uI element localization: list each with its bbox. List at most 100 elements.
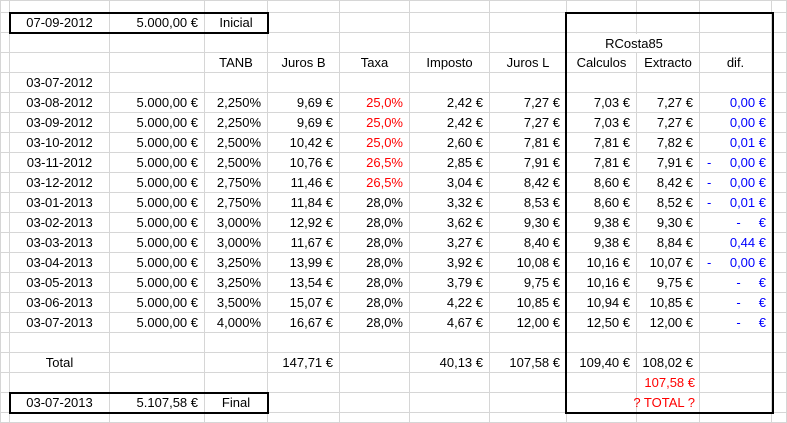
cell-r4c4[interactable]	[268, 73, 340, 93]
cell-r2c6[interactable]	[410, 33, 490, 53]
cell-r3c0[interactable]	[0, 53, 10, 73]
jurosb-cell-4[interactable]: 11,46 €	[268, 173, 340, 193]
final-date-cell[interactable]: 03-07-2013	[10, 393, 110, 413]
extracto-cell-6[interactable]: 9,30 €	[637, 213, 700, 233]
col-header-jurosl[interactable]: Juros L	[490, 53, 567, 73]
date-cell-8[interactable]: 03-04-2013	[10, 253, 110, 273]
cell-r1c7[interactable]	[490, 13, 567, 33]
cell-r18c3[interactable]	[205, 353, 268, 373]
calculos-cell-6[interactable]: 9,38 €	[567, 213, 637, 233]
jurosb-cell-8[interactable]: 13,99 €	[268, 253, 340, 273]
date-cell-1[interactable]: 03-09-2012	[10, 113, 110, 133]
cell-r19c11[interactable]	[772, 373, 787, 393]
tanb-cell-3[interactable]: 2,500%	[205, 153, 268, 173]
cell-r2c0[interactable]	[0, 33, 10, 53]
cell-r11c0[interactable]	[0, 213, 10, 233]
cell-r4c0[interactable]	[0, 73, 10, 93]
cell-r2c5[interactable]	[340, 33, 410, 53]
jurosb-cell-5[interactable]: 11,84 €	[268, 193, 340, 213]
extracto-check-cell[interactable]: 107,58 €	[637, 373, 700, 393]
tanb-cell-4[interactable]: 2,750%	[205, 173, 268, 193]
cell-r20c7[interactable]	[490, 393, 567, 413]
cell-r20c8[interactable]	[567, 393, 637, 413]
cell-r1c8[interactable]	[567, 13, 637, 33]
cell-r21c3[interactable]	[205, 413, 268, 423]
taxa-cell-9[interactable]: 28,0%	[340, 273, 410, 293]
date-cell-4[interactable]: 03-12-2012	[10, 173, 110, 193]
cell-r21c11[interactable]	[772, 413, 787, 423]
tanb-cell-1[interactable]: 2,250%	[205, 113, 268, 133]
cell-r4c3[interactable]	[205, 73, 268, 93]
cell-r2c2[interactable]	[110, 33, 205, 53]
calculos-cell-5[interactable]: 8,60 €	[567, 193, 637, 213]
tanb-cell-9[interactable]: 3,250%	[205, 273, 268, 293]
cell-r17c1[interactable]	[10, 333, 110, 353]
taxa-cell-2[interactable]: 25,0%	[340, 133, 410, 153]
cell-r17c4[interactable]	[268, 333, 340, 353]
jurosb-cell-11[interactable]: 16,67 €	[268, 313, 340, 333]
dif-cell-0[interactable]: 0,00 €	[700, 93, 772, 113]
cell-r1c11[interactable]	[772, 13, 787, 33]
cell-r21c10[interactable]	[700, 413, 772, 423]
cell-r0c4[interactable]	[268, 0, 340, 13]
final-amount-cell[interactable]: 5.107,58 €	[110, 393, 205, 413]
imposto-cell-4[interactable]: 3,04 €	[410, 173, 490, 193]
cell-r4c8[interactable]	[567, 73, 637, 93]
col-header-calculos[interactable]: Calculos	[567, 53, 637, 73]
cell-r0c11[interactable]	[772, 0, 787, 13]
imposto-cell-7[interactable]: 3,27 €	[410, 233, 490, 253]
cell-r7c11[interactable]	[772, 133, 787, 153]
jurosb-cell-1[interactable]: 9,69 €	[268, 113, 340, 133]
cell-r4c5[interactable]	[340, 73, 410, 93]
amount-cell-9[interactable]: 5.000,00 €	[110, 273, 205, 293]
col-header-imposto[interactable]: Imposto	[410, 53, 490, 73]
tanb-cell-7[interactable]: 3,000%	[205, 233, 268, 253]
tanb-cell-11[interactable]: 4,000%	[205, 313, 268, 333]
date-cell-9[interactable]: 03-05-2013	[10, 273, 110, 293]
col-header-dif[interactable]: dif.	[700, 53, 772, 73]
calculos-cell-4[interactable]: 8,60 €	[567, 173, 637, 193]
imposto-cell-8[interactable]: 3,92 €	[410, 253, 490, 273]
cell-r1c0[interactable]	[0, 13, 10, 33]
cell-r2c4[interactable]	[268, 33, 340, 53]
cell-r21c5[interactable]	[340, 413, 410, 423]
date-cell-6[interactable]: 03-02-2013	[10, 213, 110, 233]
total-extracto-cell[interactable]: 108,02 €	[637, 353, 700, 373]
tanb-cell-6[interactable]: 3,000%	[205, 213, 268, 233]
dif-cell-4[interactable]: - 0,00 €	[700, 173, 772, 193]
tanb-cell-2[interactable]: 2,500%	[205, 133, 268, 153]
cell-r6c11[interactable]	[772, 113, 787, 133]
jurosl-cell-8[interactable]: 10,08 €	[490, 253, 567, 273]
calculos-cell-11[interactable]: 12,50 €	[567, 313, 637, 333]
cell-r11c11[interactable]	[772, 213, 787, 233]
date-cell-10[interactable]: 03-06-2013	[10, 293, 110, 313]
cell-r10c11[interactable]	[772, 193, 787, 213]
cell-r18c0[interactable]	[0, 353, 10, 373]
date-cell-0[interactable]: 03-08-2012	[10, 93, 110, 113]
tanb-cell-8[interactable]: 3,250%	[205, 253, 268, 273]
imposto-cell-0[interactable]: 2,42 €	[410, 93, 490, 113]
imposto-cell-1[interactable]: 2,42 €	[410, 113, 490, 133]
cell-r0c6[interactable]	[410, 0, 490, 13]
cell-r3c11[interactable]	[772, 53, 787, 73]
amount-cell-11[interactable]: 5.000,00 €	[110, 313, 205, 333]
taxa-cell-8[interactable]: 28,0%	[340, 253, 410, 273]
cell-r13c11[interactable]	[772, 253, 787, 273]
cell-r17c8[interactable]	[567, 333, 637, 353]
cell-r16c0[interactable]	[0, 313, 10, 333]
cell-r17c11[interactable]	[772, 333, 787, 353]
amount-cell-2[interactable]: 5.000,00 €	[110, 133, 205, 153]
col-header-tanb[interactable]: TANB	[205, 53, 268, 73]
total-calculos-cell[interactable]: 109,40 €	[567, 353, 637, 373]
cell-r4c7[interactable]	[490, 73, 567, 93]
jurosb-cell-7[interactable]: 11,67 €	[268, 233, 340, 253]
cell-r18c10[interactable]	[700, 353, 772, 373]
extracto-cell-7[interactable]: 8,84 €	[637, 233, 700, 253]
cell-r0c0[interactable]	[0, 0, 10, 13]
cell-r2c1[interactable]	[10, 33, 110, 53]
cell-r18c5[interactable]	[340, 353, 410, 373]
col-header-jurosb[interactable]: Juros B	[268, 53, 340, 73]
cell-r19c6[interactable]	[410, 373, 490, 393]
dif-cell-5[interactable]: - 0,01 €	[700, 193, 772, 213]
cell-r0c3[interactable]	[205, 0, 268, 13]
